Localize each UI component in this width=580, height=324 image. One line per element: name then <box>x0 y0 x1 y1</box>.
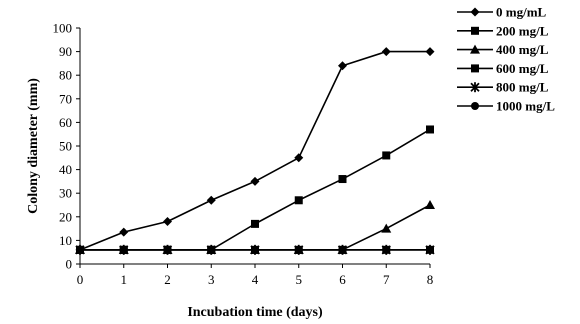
y-tick-label: 80 <box>59 68 72 83</box>
y-tick-label: 100 <box>53 21 73 36</box>
y-tick-label: 50 <box>59 139 72 154</box>
legend-item: 400 mg/L <box>457 42 549 57</box>
legend-label: 400 mg/L <box>496 42 549 57</box>
data-point <box>251 219 259 228</box>
y-tick-label: 60 <box>59 115 72 130</box>
legend-item: 800 mg/L <box>457 80 549 95</box>
y-ticks: 0 10 20 30 40 50 60 70 80 90 100 <box>53 21 80 272</box>
data-point <box>338 61 347 71</box>
y-tick-label: 30 <box>59 186 72 201</box>
y-tick-label: 20 <box>59 209 72 224</box>
x-tick-label: 6 <box>339 272 346 287</box>
x-tick-label: 5 <box>296 272 303 287</box>
data-point <box>294 153 304 163</box>
data-point <box>338 245 347 254</box>
data-point <box>426 125 434 134</box>
data-point <box>381 47 391 57</box>
x-tick-label: 2 <box>164 272 171 287</box>
legend-item: 600 mg/L <box>457 61 549 76</box>
legend-marker <box>470 82 480 93</box>
y-tick-label: 40 <box>59 162 72 177</box>
x-tick-label: 3 <box>208 272 215 287</box>
data-point <box>382 245 391 254</box>
legend-item: 0 mg/mL <box>457 5 547 20</box>
legend-label: 200 mg/L <box>496 23 549 38</box>
legend-marker <box>471 64 479 73</box>
y-tick-label: 0 <box>66 257 73 272</box>
data-point <box>426 245 434 254</box>
series-layer <box>75 47 435 255</box>
legend-marker <box>471 26 479 35</box>
legend-label: 1000 mg/L <box>496 99 555 114</box>
legend-label: 600 mg/L <box>496 61 549 76</box>
data-point <box>163 217 172 227</box>
series-line <box>80 128 431 251</box>
series-6 <box>76 245 434 254</box>
data-point <box>382 151 391 160</box>
legend-label: 0 mg/mL <box>496 5 547 20</box>
y-tick-label: 70 <box>59 91 72 106</box>
data-point <box>119 245 128 254</box>
legend-label: 800 mg/L <box>496 80 549 95</box>
data-point <box>119 227 129 237</box>
y-axis-title: Colony diameter (mm) <box>26 78 41 214</box>
data-point <box>425 47 435 57</box>
data-point <box>251 245 259 254</box>
x-tick-label: 7 <box>383 272 390 287</box>
data-point <box>294 196 303 205</box>
legend-item: 1000 mg/L <box>457 99 555 114</box>
data-point <box>250 176 260 186</box>
x-tick-label: 4 <box>252 272 259 287</box>
x-axis-title: Incubation time (days) <box>187 305 323 320</box>
series-2 <box>76 125 434 254</box>
y-tick-label: 10 <box>59 233 72 248</box>
data-point <box>294 245 303 254</box>
x-ticks: 0 1 2 3 4 5 6 7 8 <box>77 264 434 287</box>
legend-marker <box>470 44 480 54</box>
legend-marker <box>470 7 480 17</box>
data-point <box>425 200 435 209</box>
y-tick-label: 90 <box>59 44 72 59</box>
legend-item: 200 mg/L <box>457 23 549 38</box>
x-tick-label: 1 <box>121 272 128 287</box>
data-point <box>206 195 216 205</box>
data-point <box>381 223 392 233</box>
x-tick-label: 0 <box>77 272 84 287</box>
data-point <box>163 245 172 254</box>
x-tick-label: 8 <box>427 272 434 287</box>
data-point <box>207 245 216 254</box>
data-point <box>338 175 347 184</box>
legend-marker <box>471 102 479 110</box>
legend: 0 mg/mL 200 mg/L 400 mg/L 600 mg/L 800 mg/L 1… <box>457 5 555 114</box>
data-point <box>76 245 84 254</box>
plot-area: 0 1 2 3 4 5 6 7 8 0 10 20 30 40 50 60 70 80 90 100 <box>53 21 435 287</box>
